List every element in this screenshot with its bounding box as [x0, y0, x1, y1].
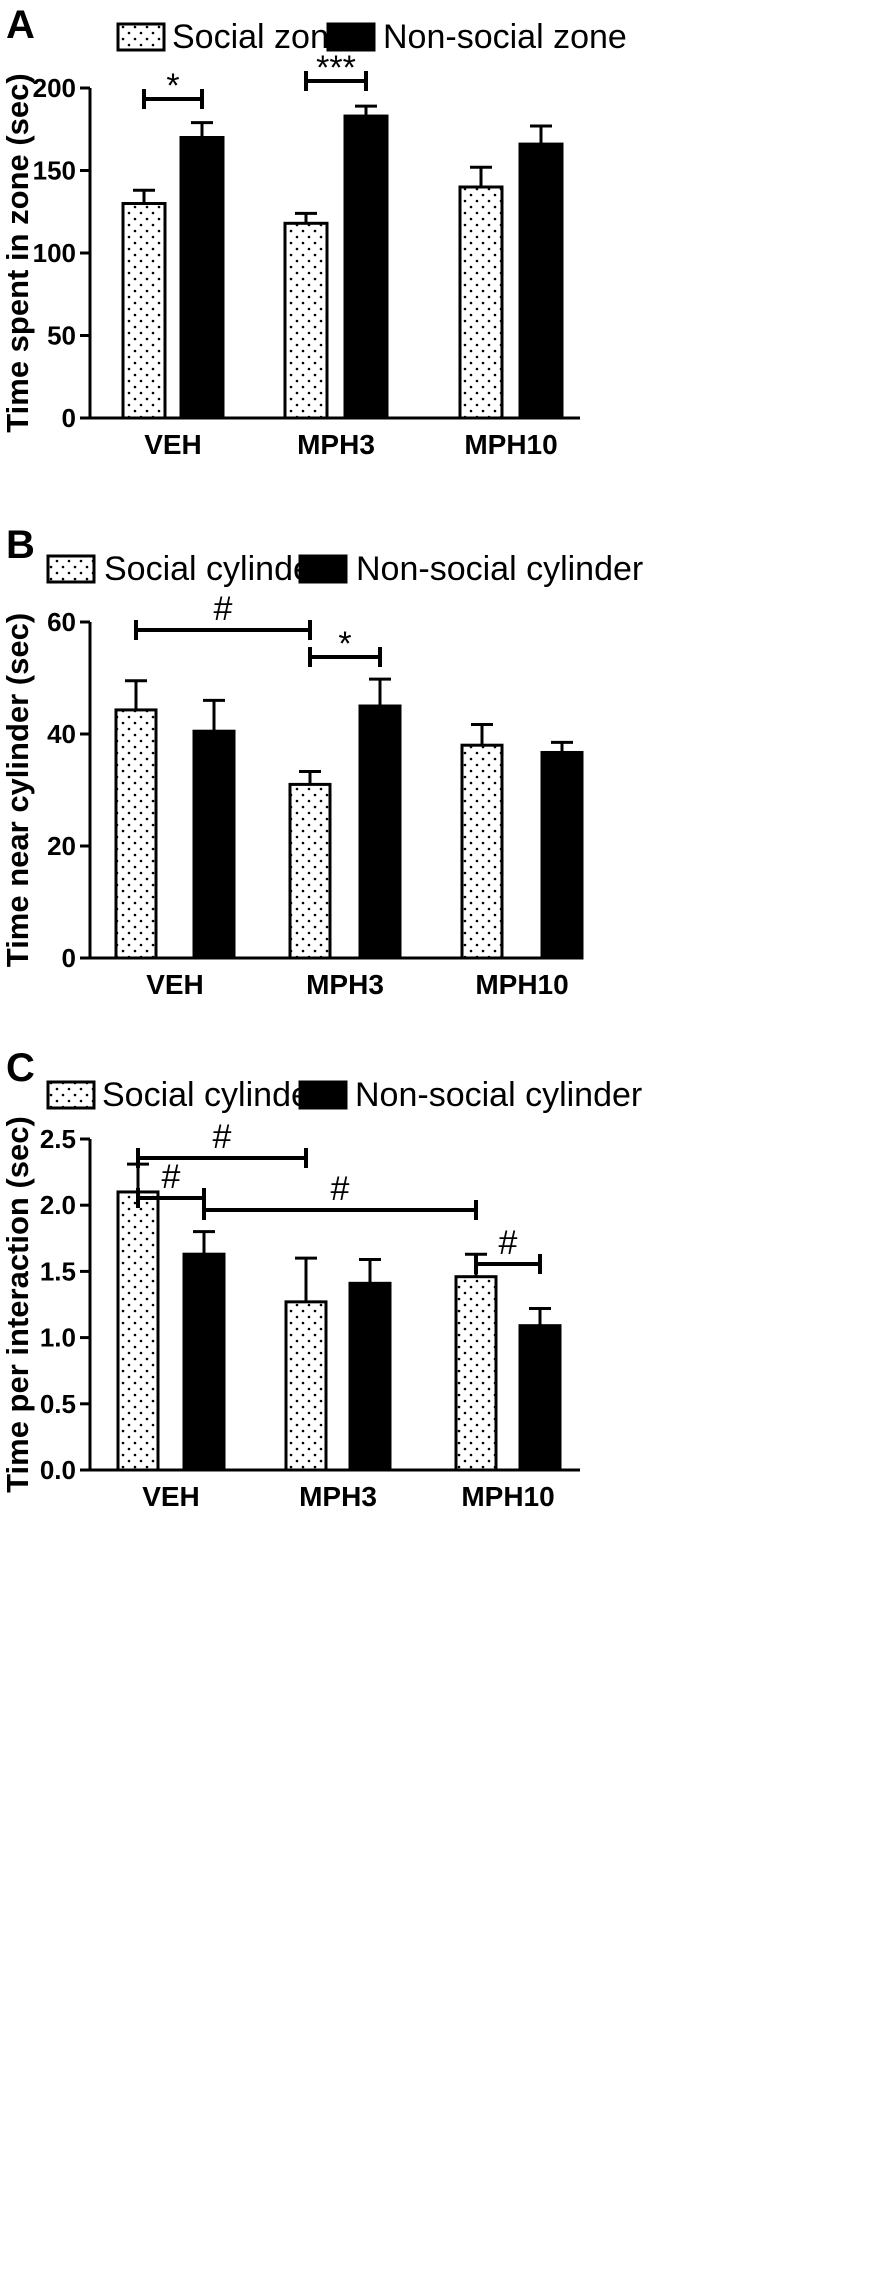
significance-label: * [338, 625, 351, 663]
legend: Social cylinder Non-social cylinder [46, 550, 643, 588]
legend: Social cylinder Non-social cylinder [46, 1076, 642, 1114]
bar-non-social [192, 729, 236, 960]
x-tick-label: MPH10 [464, 429, 557, 460]
y-tick-label: 0 [62, 943, 76, 973]
y-axis-label: Time near cylinder (sec) [0, 613, 35, 967]
legend-label-non-social: Non-social zone [383, 18, 627, 56]
panel-letter: C [6, 1046, 35, 1090]
bar-social [454, 1275, 498, 1472]
legend: Social zone Non-social zone [116, 18, 627, 56]
y-axis-label: Time spent in zone (sec) [0, 73, 35, 432]
y-axis-label: Time per interaction (sec) [0, 1116, 35, 1493]
bar-non-social [518, 142, 564, 420]
bar-social [283, 221, 329, 420]
y-tick-label: 60 [47, 607, 76, 637]
x-tick-label: MPH3 [299, 1481, 377, 1512]
legend-swatch-social [116, 22, 166, 52]
significance-label: * [166, 67, 179, 105]
chart-panel-b: B Social cylinder Non-social cylinder 0 20 40… [0, 523, 643, 1000]
bar-social [121, 202, 167, 420]
y-tick-label: 40 [47, 719, 76, 749]
y-tick-label: 1.5 [40, 1256, 76, 1286]
significance-label: *** [316, 49, 356, 87]
x-tick-label: VEH [144, 429, 202, 460]
bar-non-social [179, 136, 225, 420]
y-tick-label: 1.0 [40, 1323, 76, 1353]
x-tick-label: MPH10 [475, 969, 568, 1000]
legend-swatch-non-social [298, 1080, 348, 1110]
bar-non-social [348, 1281, 392, 1472]
legend-label-social: Social cylinder [104, 550, 323, 588]
significance-label: # [162, 1158, 181, 1196]
bar-non-social [540, 750, 584, 960]
significance-label: # [214, 590, 233, 628]
significance-label: # [499, 1224, 518, 1262]
x-tick-label: VEH [146, 969, 204, 1000]
y-tick-label: 0 [62, 403, 76, 433]
legend-swatch-social [46, 554, 96, 584]
bar-social [114, 708, 158, 960]
chart-panel-c: C Social cylinder Non-social cylinder 0.0 0.… [0, 1046, 642, 1512]
y-tick-label: 2.5 [40, 1124, 76, 1154]
bar-social [458, 185, 504, 420]
significance-label: # [331, 1170, 350, 1208]
y-tick-label: 200 [33, 73, 76, 103]
y-tick-label: 0.0 [40, 1455, 76, 1485]
y-tick-label: 100 [33, 238, 76, 268]
y-tick-label: 0.5 [40, 1389, 76, 1419]
x-tick-label: MPH3 [306, 969, 384, 1000]
x-tick-label: MPH3 [297, 429, 375, 460]
y-tick-label: 20 [47, 831, 76, 861]
chart-panel-a: A Social zone Non-social zone 0 50 100 150 200T… [0, 3, 627, 460]
legend-label-non-social: Non-social cylinder [355, 1076, 642, 1114]
bar-social [284, 1300, 328, 1472]
legend-swatch-non-social [326, 22, 376, 52]
bar-non-social [518, 1324, 562, 1472]
y-tick-label: 2.0 [40, 1190, 76, 1220]
bar-social [116, 1190, 160, 1472]
legend-label-non-social: Non-social cylinder [356, 550, 643, 588]
bar-non-social [343, 114, 389, 420]
bar-social [288, 782, 332, 960]
bar-non-social [182, 1252, 226, 1472]
panel-letter: B [6, 523, 35, 567]
x-tick-label: VEH [142, 1481, 200, 1512]
legend-swatch-social [46, 1080, 96, 1110]
y-tick-label: 50 [47, 321, 76, 351]
legend-label-social: Social cylinder [102, 1076, 321, 1114]
significance-label: # [213, 1118, 232, 1156]
panel-letter: A [6, 3, 35, 47]
x-tick-label: MPH10 [461, 1481, 554, 1512]
legend-swatch-non-social [298, 554, 348, 584]
legend-label-social: Social zone [172, 18, 348, 56]
bar-non-social [358, 704, 402, 960]
y-tick-label: 150 [33, 156, 76, 186]
bar-social [460, 743, 504, 960]
